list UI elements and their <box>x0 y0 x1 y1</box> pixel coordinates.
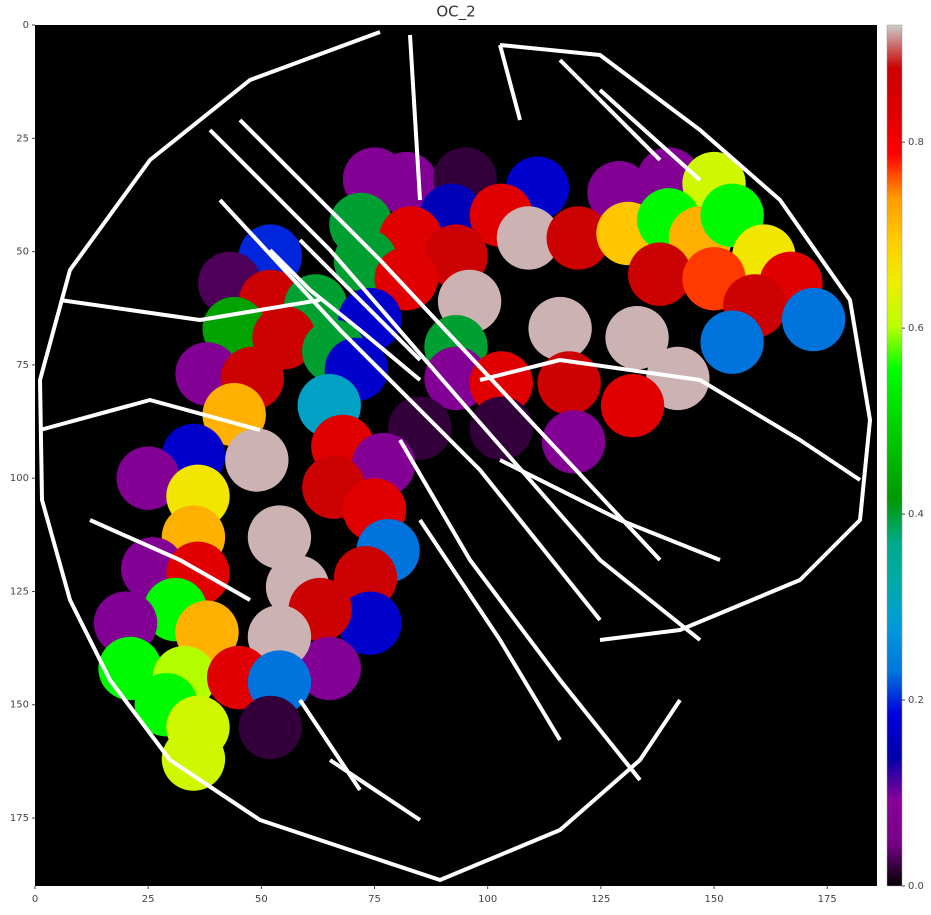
outline <box>408 34 702 201</box>
colorbar-tick-label: 0.2 <box>908 695 924 706</box>
region <box>247 605 312 669</box>
region <box>247 505 312 569</box>
outline <box>208 118 702 642</box>
chart-title: OC_2 <box>436 3 475 22</box>
x-tick-label: 125 <box>591 894 610 905</box>
region <box>374 247 438 311</box>
y-tick-label: 125 <box>10 586 29 597</box>
colorbar-tick-label: 0.0 <box>908 881 924 892</box>
y-tick-label: 0 <box>23 20 29 31</box>
region <box>116 446 180 510</box>
outline <box>499 43 872 642</box>
colorbar-tick-label: 0.6 <box>908 323 924 334</box>
outline <box>38 30 682 882</box>
outline <box>479 358 862 562</box>
y-tick-label: 25 <box>16 133 29 144</box>
x-tick-label: 100 <box>478 894 497 905</box>
region <box>469 396 533 460</box>
region <box>374 151 438 216</box>
y-tick-label: 75 <box>16 360 29 371</box>
regions <box>93 147 846 791</box>
x-tick-label: 25 <box>142 894 155 905</box>
region <box>161 727 226 791</box>
x-tick-label: 75 <box>368 894 381 905</box>
region <box>225 428 289 492</box>
region <box>605 305 669 370</box>
region <box>496 206 561 270</box>
region <box>528 296 592 361</box>
y-tick-label: 100 <box>10 473 29 484</box>
region <box>537 351 601 415</box>
y-tick-label: 50 <box>16 247 29 258</box>
outline <box>39 298 321 602</box>
x-tick-label: 175 <box>818 894 837 905</box>
region <box>546 206 610 270</box>
colorbar-tick-label: 0.8 <box>908 137 924 148</box>
region <box>600 373 665 438</box>
x-tick-label: 150 <box>704 894 723 905</box>
region <box>700 310 764 374</box>
region <box>628 242 692 306</box>
region <box>297 636 361 701</box>
outline <box>298 438 642 822</box>
x-tick-label: 0 <box>32 894 38 905</box>
region <box>338 591 402 655</box>
region <box>238 695 303 760</box>
colorbar-tick-label: 0.4 <box>908 509 924 520</box>
outline <box>268 238 422 382</box>
region <box>469 351 533 415</box>
region <box>542 410 606 474</box>
y-tick-label: 150 <box>10 700 29 711</box>
region <box>781 287 846 352</box>
y-tick-label: 175 <box>10 813 29 824</box>
x-tick-label: 50 <box>255 894 268 905</box>
outlines <box>38 30 872 882</box>
colorbar <box>886 24 903 887</box>
